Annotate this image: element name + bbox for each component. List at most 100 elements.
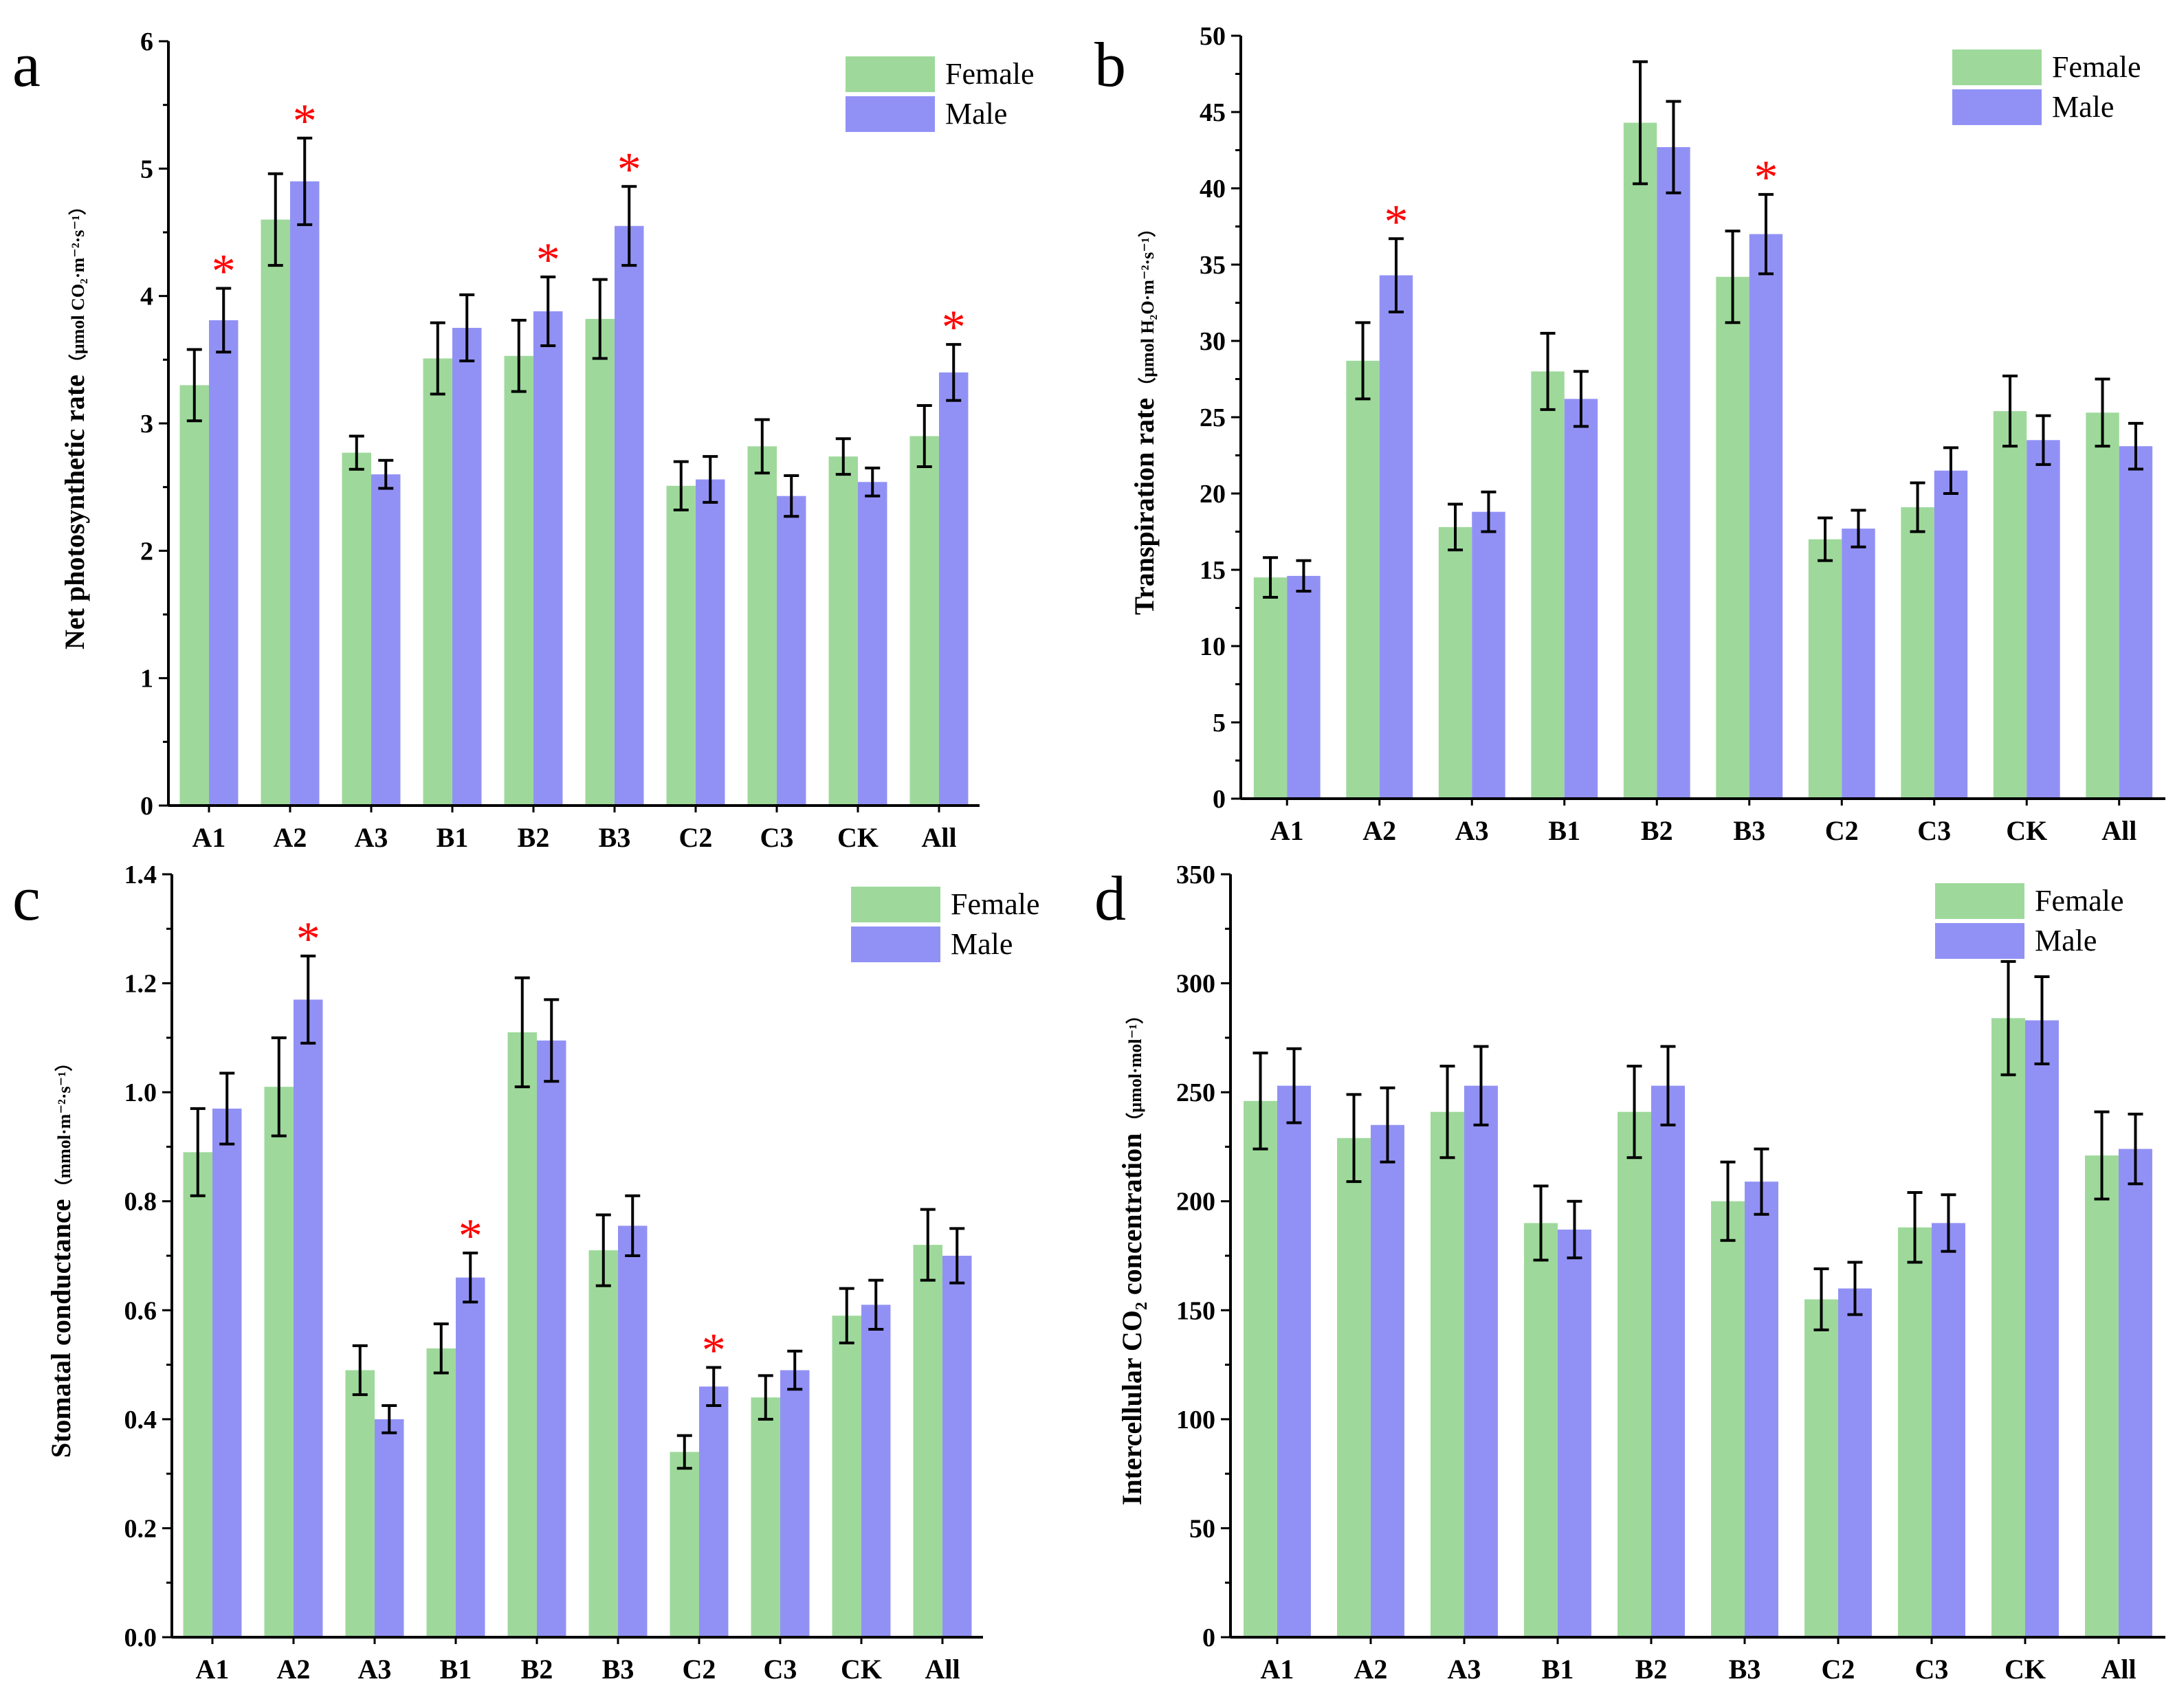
- significance-star-A1: *: [212, 245, 236, 298]
- error-bar-B1: [430, 321, 445, 396]
- legend-swatch-female: [1935, 883, 2024, 919]
- legend-label-female: Female: [2035, 884, 2124, 918]
- y-tick-label: 6: [140, 27, 153, 56]
- panel-c: c A1 * A2 A3 * B1 B2 B3 * C2 C3 CK All 0.0 0.2 0.4 0.6 0.8…: [12, 861, 1040, 1685]
- significance-star-A2: *: [293, 95, 317, 148]
- error-bar-B3: [1720, 1160, 1736, 1242]
- error-bar-A3: [378, 458, 394, 490]
- female-bar-CK: [1993, 411, 2027, 799]
- y-tick-label: 30: [1200, 327, 1226, 356]
- x-tick-label: All: [2101, 1654, 2136, 1685]
- male-bar-B1: [452, 328, 482, 806]
- female-bar-A3: [1431, 1111, 1464, 1637]
- error-bar-B1: [459, 293, 475, 363]
- female-bar-A3: [342, 452, 371, 806]
- female-bar-C2: [1804, 1299, 1838, 1637]
- male-bar-B2: [533, 311, 563, 806]
- error-bar-B1: [1567, 1199, 1582, 1260]
- y-axis-unit: （μmol H₂O·m⁻²·s⁻¹）: [1138, 219, 1158, 395]
- female-bar-B2: [1623, 122, 1657, 799]
- y-tick-label: 4: [140, 282, 153, 311]
- y-tick-label: 5: [140, 155, 153, 184]
- male-bar-B1: [1558, 1229, 1591, 1637]
- y-tick-label: 0: [1202, 1623, 1215, 1652]
- error-bar-B2: [1666, 100, 1681, 195]
- y-tick-label: 5: [1213, 709, 1226, 737]
- female-bar-C2: [666, 485, 696, 806]
- error-bar-A1: [219, 1072, 235, 1146]
- male-bar-A3: [1464, 1085, 1498, 1637]
- error-bar-A2: [267, 172, 283, 267]
- legend: Female Male: [1935, 883, 2124, 959]
- y-tick-label: 350: [1176, 861, 1215, 889]
- error-bar-A1: [216, 287, 232, 354]
- y-tick-label: 40: [1200, 175, 1226, 203]
- error-bar-C3: [754, 418, 770, 475]
- error-bar-C2: [676, 1434, 692, 1470]
- female-bar-CK: [1991, 1018, 2025, 1637]
- legend-label-male: Male: [2035, 924, 2097, 957]
- female-bar-All: [909, 436, 939, 806]
- x-tick-label: B2: [1641, 815, 1673, 846]
- error-bar-B3: [1758, 192, 1774, 276]
- female-bar-C2: [670, 1452, 699, 1637]
- female-bar-B3: [1716, 276, 1749, 799]
- legend-swatch-female: [846, 56, 935, 92]
- error-bar-All: [2128, 1112, 2143, 1186]
- error-bar-C2: [1818, 516, 1833, 562]
- y-tick-label: 2: [140, 537, 153, 566]
- panel-a: a * A1 * A2 A3 B1 * B2 * B3 C2 C3 CK * All 0 1 2 3 4 5 6 Net ph…: [12, 27, 1035, 853]
- error-bar-A3: [1473, 1045, 1489, 1127]
- x-tick-label: A3: [1455, 815, 1489, 846]
- error-bar-CK: [865, 466, 881, 498]
- female-bar-All: [913, 1245, 942, 1637]
- y-tick-label: 20: [1200, 480, 1226, 509]
- panel-letter: a: [12, 30, 41, 100]
- y-axis-unit: （mmol·m⁻²·s⁻¹）: [54, 1054, 74, 1197]
- y-tick-label: 10: [1200, 632, 1226, 661]
- error-bar-B3: [595, 1213, 611, 1287]
- error-bar-A1: [1252, 1052, 1268, 1151]
- female-bar-B2: [1618, 1111, 1651, 1637]
- male-bar-CK: [2025, 1020, 2059, 1637]
- male-bar-A3: [375, 1419, 404, 1637]
- x-tick-label: A3: [1448, 1654, 1481, 1685]
- y-tick-label: 50: [1189, 1514, 1215, 1543]
- y-axis-title: Stomatal conductance: [45, 1199, 76, 1459]
- male-bar-C2: [1842, 529, 1875, 799]
- y-tick-label: 0.6: [124, 1296, 157, 1325]
- y-axis-title: Intercellular CO₂ concentration: [1116, 1133, 1147, 1506]
- female-bar-All: [2085, 1155, 2119, 1637]
- y-tick-label: 45: [1200, 98, 1226, 127]
- male-bar-A2: [1371, 1124, 1404, 1637]
- y-tick-label: 250: [1176, 1078, 1215, 1107]
- panel-letter: b: [1094, 30, 1126, 100]
- female-bar-B1: [1531, 371, 1565, 799]
- error-bar-A1: [1296, 559, 1312, 593]
- y-axis-label: Intercellular CO₂ concentration（μmol·mol…: [1116, 1006, 1147, 1505]
- x-tick-label: B2: [518, 822, 550, 853]
- female-bar-B3: [1711, 1201, 1745, 1637]
- x-tick-label: A1: [196, 1654, 230, 1685]
- male-bar-All: [942, 1256, 972, 1637]
- panel-d: d A1 A2 A3 B1 B2 B3 C2 C3 CK All 0 50 100 150 200 250 300…: [1094, 861, 2165, 1685]
- x-tick-label: All: [2101, 815, 2137, 846]
- female-bar-A1: [1253, 577, 1288, 799]
- error-bar-A2: [271, 1036, 287, 1138]
- y-axis-label: Transpiration rate （μmol H₂O·m⁻²·s⁻¹）: [1129, 219, 1160, 614]
- error-bar-B1: [433, 1322, 449, 1375]
- x-tick-label: A2: [1354, 1654, 1388, 1685]
- male-bar-B2: [1657, 147, 1690, 799]
- y-tick-label: 150: [1176, 1296, 1215, 1325]
- male-bar-All: [2119, 1149, 2152, 1637]
- x-tick-label: C2: [1825, 815, 1859, 846]
- x-tick-label: CK: [2005, 1654, 2046, 1685]
- male-bar-B3: [618, 1225, 648, 1637]
- y-tick-label: 0.4: [124, 1406, 157, 1434]
- error-bar-All: [2095, 377, 2110, 448]
- female-bar-B1: [423, 358, 452, 806]
- female-bar-A2: [264, 1087, 294, 1637]
- error-bar-A3: [349, 434, 364, 471]
- significance-star-A2: *: [1384, 195, 1408, 248]
- y-tick-label: 100: [1176, 1406, 1215, 1434]
